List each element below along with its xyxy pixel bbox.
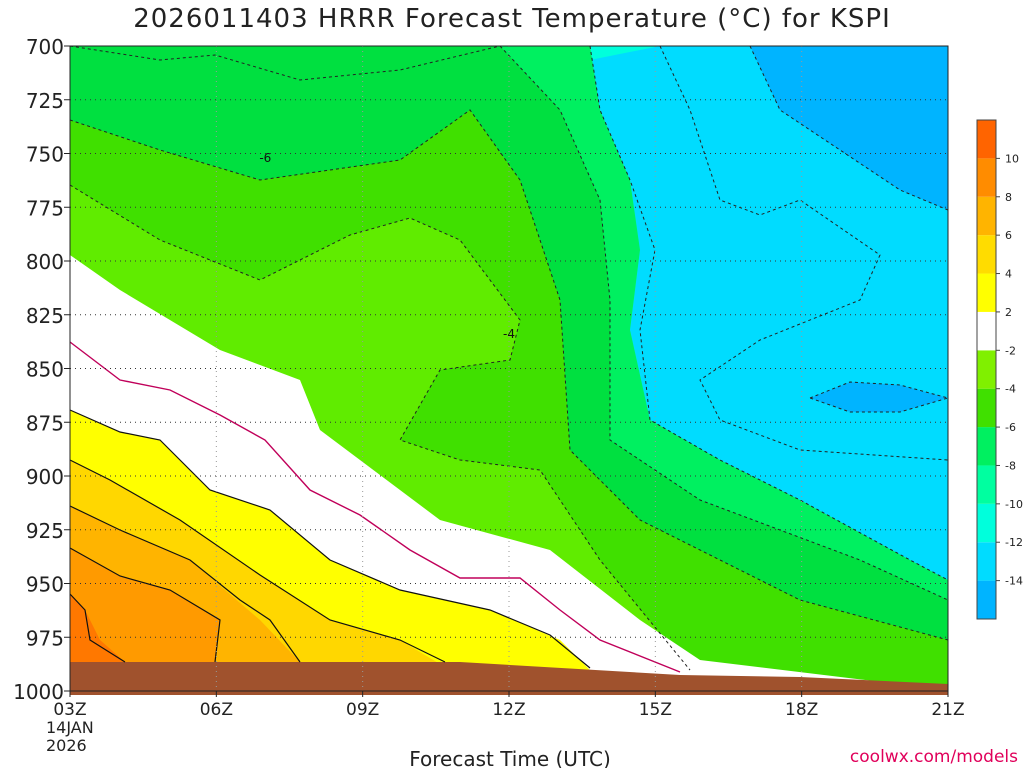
colorbar-swatch xyxy=(977,580,996,619)
contour-solid-5 xyxy=(69,593,126,663)
colorbar-swatch xyxy=(977,427,996,466)
colorbar-label: -10 xyxy=(1005,498,1023,511)
contour-solid-1 xyxy=(69,409,591,669)
contour-label: -6 xyxy=(259,151,271,165)
y-tick-label: 750 xyxy=(26,143,64,167)
ground xyxy=(70,662,948,695)
colorbar-swatch xyxy=(977,503,996,543)
y-tick-label: 775 xyxy=(26,196,64,220)
x-tick-label: 18Z xyxy=(785,700,818,720)
colorbar-label: 2 xyxy=(1005,306,1012,319)
colorbar-swatch xyxy=(977,273,996,312)
colorbar-swatch xyxy=(977,235,996,274)
colorbar-label: -14 xyxy=(1005,575,1023,588)
colorbar-swatch xyxy=(977,158,996,197)
contour-solid-2 xyxy=(69,459,446,663)
colorbar: -14 -12 -10 -8 -6 -4 -2 2 4 6 8 10 xyxy=(976,119,1023,620)
contour-lines-solid xyxy=(69,409,591,669)
y-tick-label: 725 xyxy=(26,89,64,113)
field-deepblue-top xyxy=(750,46,948,210)
field-deepblue-mid xyxy=(810,382,948,412)
plot-frame xyxy=(69,45,949,692)
x-axis-label: Forecast Time (UTC) xyxy=(409,747,611,768)
contour-dashed-7 xyxy=(808,381,950,413)
colorbar-label: -8 xyxy=(1005,459,1016,472)
contour-solid-4 xyxy=(69,547,221,663)
contour-dashed-3 xyxy=(69,109,949,641)
field-blue xyxy=(590,46,948,580)
credit-text: coolwx.com/models xyxy=(850,747,1018,767)
x-tick-sublabel: 2026 xyxy=(46,736,87,755)
contour-label: -4 xyxy=(503,327,515,341)
y-tick-label: 875 xyxy=(26,411,64,435)
y-tick-label: 1000 xyxy=(13,680,64,704)
colorbar-swatch xyxy=(977,350,996,389)
colorbar-label: -2 xyxy=(1005,344,1016,357)
y-tick-label: 700 xyxy=(26,35,64,59)
x-tick-label: 21Z xyxy=(931,700,964,720)
colorbar-label: 4 xyxy=(1005,268,1012,281)
y-tick-label: 950 xyxy=(26,573,64,597)
colorbar-swatch xyxy=(977,311,996,351)
colorbar-label: -12 xyxy=(1005,536,1023,549)
x-tick-sublabel: 14JAN xyxy=(46,718,94,737)
x-tick-label: 09Z xyxy=(346,700,379,720)
colorbar-frame xyxy=(976,119,997,620)
x-tick-label: 06Z xyxy=(200,700,233,720)
colorbar-swatch xyxy=(977,196,996,236)
contour-freezing-1 xyxy=(69,341,681,673)
colorbar-label: 10 xyxy=(1005,152,1019,165)
colorbar-swatch xyxy=(977,120,996,159)
contour-dashed-4 xyxy=(69,184,691,671)
contour-labels: -6 -4 xyxy=(259,151,515,341)
y-tick-label: 900 xyxy=(26,465,64,489)
x-tick-label: 12Z xyxy=(492,700,525,720)
contour-dashed-8 xyxy=(659,45,949,461)
contour-dashed-2 xyxy=(499,45,949,601)
colorbar-swatch xyxy=(977,542,996,581)
colorbar-label: 6 xyxy=(1005,229,1012,242)
x-tick-label: 03Z xyxy=(53,700,86,720)
x-tick-label: 15Z xyxy=(639,700,672,720)
y-tick-label: 925 xyxy=(26,519,64,543)
contour-solid-3 xyxy=(69,505,301,663)
colorbar-swatch xyxy=(977,388,996,428)
colorbar-label: -4 xyxy=(1005,383,1016,396)
axes: 700 725 750 775 800 825 850 875 900 925 950 975 1000… xyxy=(13,35,965,755)
y-tick-label: 800 xyxy=(26,250,64,274)
colorbar-label: 8 xyxy=(1005,191,1012,204)
contour-lines-freezing xyxy=(69,341,681,673)
colorbar-label: -6 xyxy=(1005,421,1016,434)
chart-title: 2026011403 HRRR Forecast Temperature (°C… xyxy=(133,4,891,34)
y-tick-label: 825 xyxy=(26,304,64,328)
y-tick-label: 975 xyxy=(26,626,64,650)
y-tick-label: 850 xyxy=(26,358,64,382)
colorbar-swatch xyxy=(977,465,996,504)
temperature-field xyxy=(70,46,948,695)
